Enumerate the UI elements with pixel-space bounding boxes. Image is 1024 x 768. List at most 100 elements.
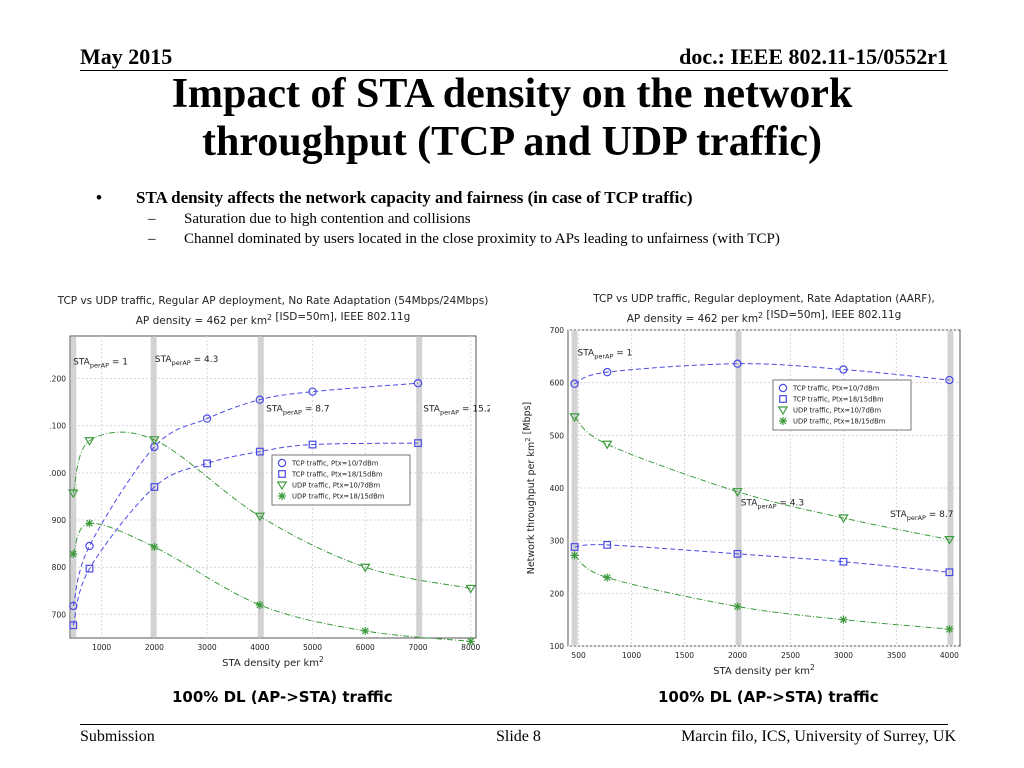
x-tick-label: 2000 xyxy=(728,651,747,660)
legend-label: TCP traffic, Ptx=18/15dBm xyxy=(792,396,884,404)
data-point-star xyxy=(255,600,264,609)
footer-submission: Submission xyxy=(80,728,155,745)
density-band xyxy=(416,337,423,637)
y-tick-label: 700 xyxy=(550,326,565,335)
data-point-circle xyxy=(945,375,954,385)
y-tick-label: 300 xyxy=(550,537,565,546)
data-point-circle xyxy=(570,379,579,388)
data-point-triangle xyxy=(360,563,371,573)
slide-title-line-1: Impact of STA density on the network xyxy=(171,71,853,117)
data-point-circle xyxy=(308,387,317,396)
series-line xyxy=(72,442,419,626)
data-point-star xyxy=(69,550,78,559)
x-tick-label: 5000 xyxy=(303,643,322,652)
chart-fixed-rate: 1000 2000 3000 4000 5000 6000 7000 8000 700 800 90… xyxy=(50,295,490,669)
footer-author: Marcin filo, ICS, University of Surrey, … xyxy=(681,728,956,745)
data-point-star xyxy=(466,637,475,646)
y-tick-label: 700 xyxy=(52,610,67,619)
sta-annotation: STAperAP = 4.3 xyxy=(155,355,218,367)
data-point-square xyxy=(603,540,612,549)
footer-slide-number: Slide 8 xyxy=(496,728,541,745)
header-doc-number: doc.: IEEE 802.11-15/0552r1 xyxy=(679,44,948,69)
bullet-sub-1: – Saturation due to high contention and … xyxy=(96,211,976,228)
data-point-circle xyxy=(255,395,265,404)
data-point-star xyxy=(85,519,94,528)
y-tick-label: 200 xyxy=(550,589,565,598)
data-point-circle xyxy=(413,378,423,388)
header-divider xyxy=(80,70,948,71)
x-tick-label: 3000 xyxy=(198,643,217,652)
header-date: May 2015 xyxy=(80,44,173,69)
bullet-sub-text: Channel dominated by users located in th… xyxy=(184,231,780,247)
data-point-triangle xyxy=(732,488,743,497)
x-tick-label: 1500 xyxy=(675,651,694,660)
legend-marker-star xyxy=(278,492,286,500)
data-point-triangle xyxy=(149,436,160,445)
density-band xyxy=(947,331,954,645)
data-point-square xyxy=(255,447,264,456)
data-point-star xyxy=(150,542,159,551)
chart-title-line-2: AP density = 462 per km2 [ISD=50m], IEEE… xyxy=(627,309,902,325)
chart-title-line-1: TCP vs UDP traffic, Regular AP deploymen… xyxy=(57,295,489,307)
y-tick-label: 100 xyxy=(550,642,565,651)
data-point-square xyxy=(150,483,159,491)
x-tick-label: 8000 xyxy=(461,643,480,652)
chart-title-line-1: TCP vs UDP traffic, Regular deployment, … xyxy=(592,293,935,305)
sta-annotation: STAperAP = 4.3 xyxy=(741,498,804,510)
footer-divider xyxy=(80,724,948,725)
data-point-square xyxy=(414,439,422,448)
data-point-square xyxy=(69,621,78,630)
bullet-dot-icon: • xyxy=(96,188,102,207)
legend-marker-circle xyxy=(778,383,788,393)
data-point-circle xyxy=(85,541,94,551)
data-point-square xyxy=(839,557,848,566)
caption-right: 100% DL (AP->STA) traffic xyxy=(658,688,879,706)
data-point-star xyxy=(839,615,848,624)
data-point-triangle xyxy=(569,413,580,423)
x-tick-label: 4000 xyxy=(250,643,269,652)
y-tick-label: 1200 xyxy=(50,374,66,383)
series-line xyxy=(574,416,950,541)
slide-title: Impact of STA density on the network thr… xyxy=(0,70,1024,166)
data-point-circle xyxy=(839,365,848,374)
legend-label: UDP traffic, Ptx=10/7dBm xyxy=(793,407,881,415)
data-point-square xyxy=(733,549,742,558)
series-line xyxy=(72,382,419,607)
data-point-star xyxy=(603,573,612,582)
x-axis-label: STA density per km2 xyxy=(713,663,815,677)
legend-marker-square xyxy=(779,395,787,403)
x-tick-label: 1000 xyxy=(622,651,641,660)
series-line xyxy=(574,544,950,573)
x-tick-label: 1000 xyxy=(92,643,111,652)
data-point-triangle xyxy=(68,489,79,499)
legend-marker-triangle xyxy=(777,406,789,416)
caption-left: 100% DL (AP->STA) traffic xyxy=(172,688,393,706)
legend-label: UDP traffic, Ptx=10/7dBm xyxy=(292,482,380,490)
legend-marker-circle xyxy=(277,458,287,468)
legend-label: TCP traffic, Ptx=10/7dBm xyxy=(792,385,880,393)
density-band xyxy=(70,337,77,637)
sta-annotation: STAperAP = 15.2 xyxy=(423,405,490,417)
y-tick-label: 600 xyxy=(550,379,565,388)
data-point-triangle xyxy=(601,440,613,450)
density-band xyxy=(735,331,742,645)
y-tick-label: 900 xyxy=(52,516,67,525)
legend-marker-star xyxy=(779,417,787,425)
legend-label: TCP traffic, Ptx=10/7dBm xyxy=(291,460,379,468)
data-point-circle xyxy=(602,367,612,377)
x-axis-label: STA density per km2 xyxy=(222,655,324,669)
chart-title-line-2: AP density = 462 per km2 [ISD=50m], IEEE… xyxy=(136,311,411,327)
data-point-square xyxy=(203,459,211,468)
x-tick-label: 3000 xyxy=(834,651,853,660)
sta-annotation: STAperAP = 8.7 xyxy=(890,510,953,522)
bullet-list: • STA density affects the network capaci… xyxy=(96,188,976,248)
data-point-star xyxy=(945,625,954,634)
y-tick-label: 1000 xyxy=(50,469,66,478)
x-tick-label: 2000 xyxy=(145,643,164,652)
sta-annotation: STAperAP = 1 xyxy=(578,348,633,360)
y-tick-label: 1100 xyxy=(50,422,66,431)
data-point-circle xyxy=(202,414,212,423)
density-band xyxy=(571,331,578,645)
x-tick-label: 500 xyxy=(571,651,586,660)
data-point-triangle xyxy=(465,584,476,594)
